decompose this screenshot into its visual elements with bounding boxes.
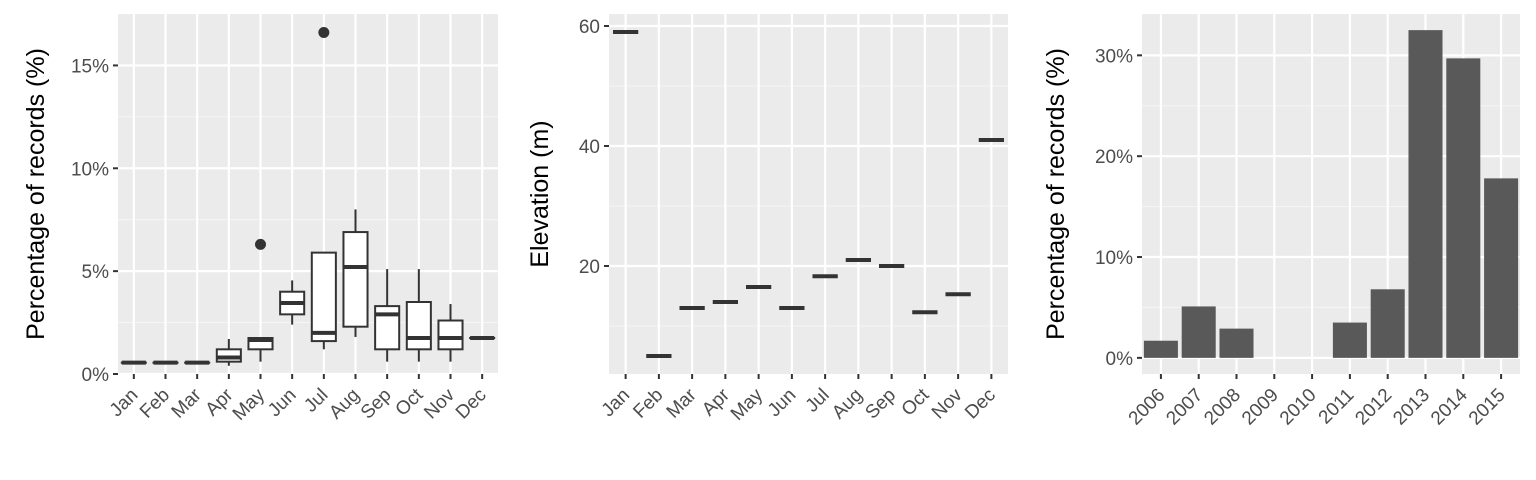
x-tick-label: Sep (861, 385, 900, 424)
y-axis-title: Elevation (m) (526, 120, 554, 267)
x-tick-label: 2013 (1389, 385, 1434, 430)
x-tick-label: Dec (452, 385, 491, 424)
box (310, 251, 337, 343)
x-tick-label: Jun (764, 385, 801, 422)
bar-2008 (1219, 328, 1254, 358)
y-tick-label: 20% (1095, 147, 1133, 168)
outlier-point (255, 238, 266, 250)
y-tick-label: 10% (1095, 248, 1133, 269)
bar-2012 (1370, 289, 1405, 358)
box (437, 319, 464, 351)
boxplot-oct (405, 269, 432, 362)
boxplot-jun (279, 280, 306, 325)
y-tick-label: 0% (1106, 349, 1134, 370)
bar-2011 (1332, 322, 1367, 358)
boxplot-apr (215, 339, 242, 366)
boxplot-sep (374, 269, 401, 362)
x-tick-label: Nov (928, 384, 967, 423)
x-tick-label: Feb (136, 385, 174, 423)
boxplot-jul (310, 27, 337, 350)
x-tick-label: 2015 (1465, 385, 1510, 430)
bar-2015 (1484, 178, 1519, 358)
box (247, 337, 274, 351)
bar-2013 (1408, 30, 1443, 358)
x-tick-label: Mar (663, 384, 701, 422)
x-tick-label: 2014 (1427, 384, 1472, 429)
boxplot-nov (437, 304, 464, 362)
x-tick-label: Feb (629, 385, 667, 423)
y-tick-label: 0% (82, 365, 110, 386)
x-tick-label: Dec (961, 385, 1000, 424)
box (405, 301, 432, 351)
y-tick-label: 10% (71, 159, 109, 180)
x-tick-label: Jan (106, 385, 143, 422)
box (342, 231, 369, 328)
panel-background (118, 14, 498, 374)
x-tick-label: Jul (802, 385, 834, 417)
x-tick-label: Aug (325, 385, 364, 424)
y-tick-label: 40 (579, 137, 600, 158)
x-tick-label: May (229, 384, 270, 425)
x-tick-label: Sep (357, 385, 396, 424)
x-tick-label: 2006 (1125, 385, 1170, 430)
panel-background (609, 14, 1008, 374)
x-tick-label: 2007 (1162, 385, 1207, 430)
x-tick-label: Jan (598, 385, 635, 422)
x-tick-label: 2012 (1351, 385, 1396, 430)
x-tick-label: Oct (392, 384, 428, 420)
boxplot-may (247, 238, 274, 362)
x-tick-label: 2008 (1200, 385, 1245, 430)
bar-2006 (1143, 340, 1178, 358)
x-tick-label: 2010 (1276, 385, 1321, 430)
yearly-percentage-barchart: 0%10%20%30%20062007200820092010201120122… (1042, 14, 1520, 429)
x-tick-label: Mar (168, 384, 206, 422)
y-tick-label: 60 (579, 17, 600, 38)
bar-2007 (1181, 306, 1216, 358)
y-tick-label: 15% (71, 56, 109, 77)
x-tick-label: Jun (264, 385, 301, 422)
x-tick-label: Apr (698, 384, 734, 420)
y-axis-title: Percentage of records (%) (1042, 48, 1070, 340)
y-tick-label: 30% (1095, 46, 1133, 67)
boxplot-aug (342, 209, 369, 337)
y-tick-label: 20 (579, 257, 600, 278)
outlier-point (318, 27, 330, 39)
y-tick-label: 5% (82, 262, 110, 283)
x-tick-label: Nov (420, 384, 459, 423)
y-axis-title: Percentage of records (%) (22, 48, 50, 340)
x-tick-label: 2009 (1238, 385, 1283, 430)
x-tick-label: May (727, 384, 768, 425)
bar-2014 (1446, 58, 1481, 358)
x-tick-label: Aug (828, 385, 867, 424)
x-tick-label: Oct (898, 384, 934, 420)
box (215, 348, 242, 363)
x-tick-label: 2011 (1315, 385, 1359, 429)
